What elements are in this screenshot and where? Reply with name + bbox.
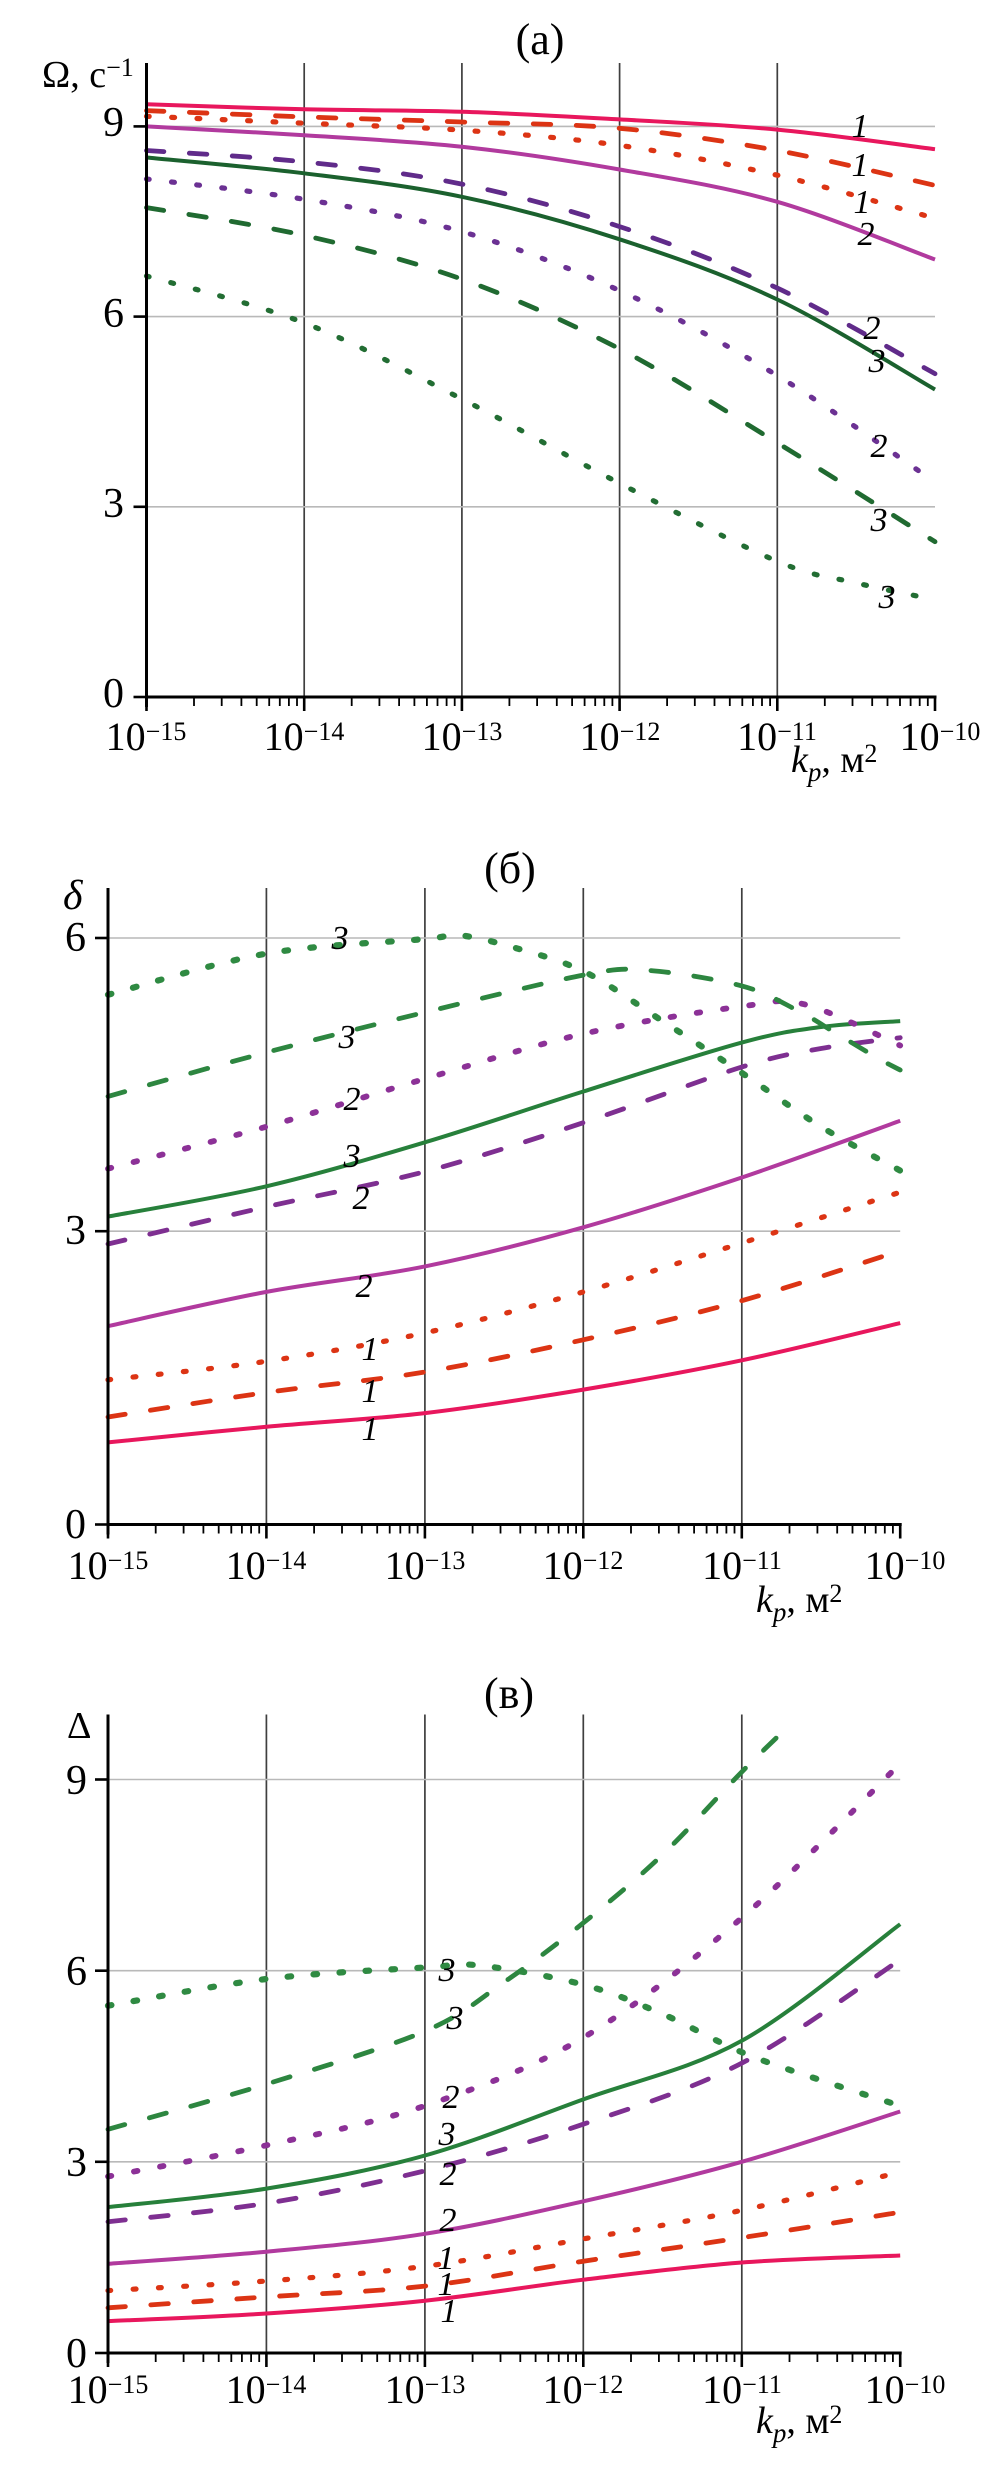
svg-text:1: 1 (852, 108, 869, 145)
svg-text:3: 3 (438, 1952, 456, 1989)
svg-text:2: 2 (871, 428, 888, 465)
svg-text:1: 1 (362, 1373, 379, 1410)
svg-text:2: 2 (864, 310, 881, 347)
svg-text:0: 0 (66, 2331, 87, 2377)
svg-text:10−11: 10−11 (702, 1543, 782, 1588)
svg-text:3: 3 (868, 343, 886, 380)
svg-text:1: 1 (441, 2293, 458, 2330)
svg-text:2: 2 (356, 1268, 373, 1305)
svg-text:3: 3 (446, 2000, 464, 2037)
svg-text:3: 3 (438, 2116, 456, 2153)
svg-text:δ: δ (63, 873, 84, 919)
svg-text:3: 3 (343, 1138, 361, 1175)
svg-text:1: 1 (438, 2240, 455, 2277)
svg-text:2: 2 (440, 2156, 457, 2193)
svg-text:(б): (б) (484, 844, 536, 893)
svg-text:10−15: 10−15 (68, 2367, 149, 2412)
svg-text:0: 0 (103, 671, 124, 717)
svg-text:1: 1 (362, 1411, 379, 1448)
svg-text:3: 3 (331, 920, 349, 957)
svg-text:kp, м2: kp, м2 (756, 2400, 842, 2448)
svg-text:(а): (а) (516, 15, 565, 64)
svg-text:3: 3 (65, 1208, 86, 1254)
svg-text:kp, м2: kp, м2 (791, 739, 877, 787)
svg-text:(в): (в) (484, 1669, 534, 1718)
svg-text:10−14: 10−14 (226, 2367, 307, 2412)
svg-text:kp, м2: kp, м2 (756, 1579, 842, 1627)
svg-text:3: 3 (103, 481, 124, 527)
svg-text:1: 1 (362, 1331, 379, 1368)
svg-text:2: 2 (858, 216, 875, 253)
svg-text:3: 3 (878, 579, 896, 616)
svg-text:1: 1 (438, 2266, 455, 2303)
svg-text:2: 2 (440, 2202, 457, 2239)
svg-text:2: 2 (353, 1180, 370, 1217)
svg-text:3: 3 (66, 2140, 87, 2186)
svg-text:2: 2 (344, 1081, 361, 1118)
svg-text:3: 3 (338, 1019, 356, 1056)
svg-text:0: 0 (65, 1502, 86, 1548)
svg-text:6: 6 (66, 1949, 87, 1995)
svg-text:9: 9 (66, 1758, 87, 1804)
svg-text:1: 1 (852, 147, 869, 184)
svg-text:3: 3 (870, 502, 888, 539)
svg-text:6: 6 (65, 915, 86, 961)
svg-text:1: 1 (854, 184, 871, 221)
svg-text:2: 2 (443, 2079, 460, 2116)
svg-text:6: 6 (103, 291, 124, 337)
svg-text:Δ: Δ (67, 1705, 91, 1747)
svg-text:9: 9 (103, 100, 124, 146)
